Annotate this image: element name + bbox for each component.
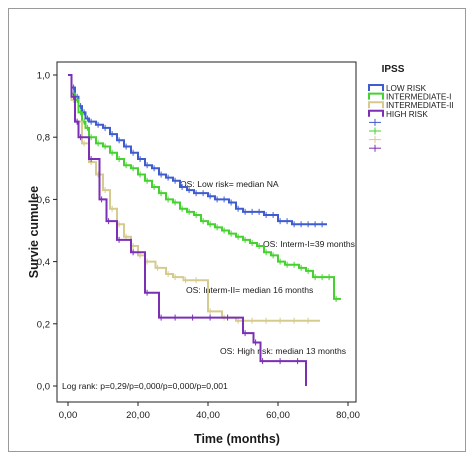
plot-area [56, 61, 357, 403]
y-tick-label: 1,0 [37, 71, 50, 82]
y-tick-label: 0,4 [37, 257, 50, 268]
y-axis-title: Survie cumulee [27, 186, 41, 278]
annotation-log-rank: Log rank: p=0,29/p=0,000/p=0,000/p=0,001 [62, 381, 228, 391]
survival-curve-intermediate-ii [68, 74, 320, 322]
legend-swatch [368, 109, 384, 117]
x-tick-label: 40,00 [196, 410, 220, 421]
annotation-low-risk: OS: Low risk= median NA [180, 179, 279, 189]
x-tick-label: 80,00 [336, 410, 360, 421]
legend-swatch [368, 84, 384, 91]
annotation-interm-i: OS: Interm-I=39 months [263, 239, 355, 249]
annotation-interm-ii: OS: Interm-II= median 16 months [186, 285, 313, 295]
legend-label: INTERMEDIATE-I [386, 93, 451, 102]
legend: IPSS LOW RISKINTERMEDIATE-IINTERMEDIATE-… [368, 64, 454, 152]
legend-swatch [368, 101, 384, 109]
survival-curve-high-risk [68, 74, 307, 386]
x-tick-label: 0,00 [59, 410, 78, 421]
x-tick-label: 20,00 [126, 410, 150, 421]
survival-curve-intermediate-i [68, 74, 341, 300]
legend-label: INTERMEDIATE-II [386, 101, 454, 110]
chart-frame [8, 8, 466, 452]
y-tick-label: 0,8 [37, 133, 50, 144]
x-axis-title: Time (months) [194, 432, 280, 446]
x-tick-label: 60,00 [266, 410, 290, 421]
legend-title: IPSS [382, 64, 405, 75]
y-tick-label: 0,2 [37, 319, 50, 330]
legend-label: LOW RISK [386, 84, 427, 93]
y-tick-label: 0,6 [37, 195, 50, 206]
legend-swatch [368, 92, 384, 100]
survival-curve-low-risk [68, 74, 327, 226]
y-tick-label: 0,0 [37, 382, 50, 393]
legend-label: HIGH RISK [386, 110, 428, 119]
annotation-high-risk: OS: High risk: median 13 months [220, 346, 346, 356]
